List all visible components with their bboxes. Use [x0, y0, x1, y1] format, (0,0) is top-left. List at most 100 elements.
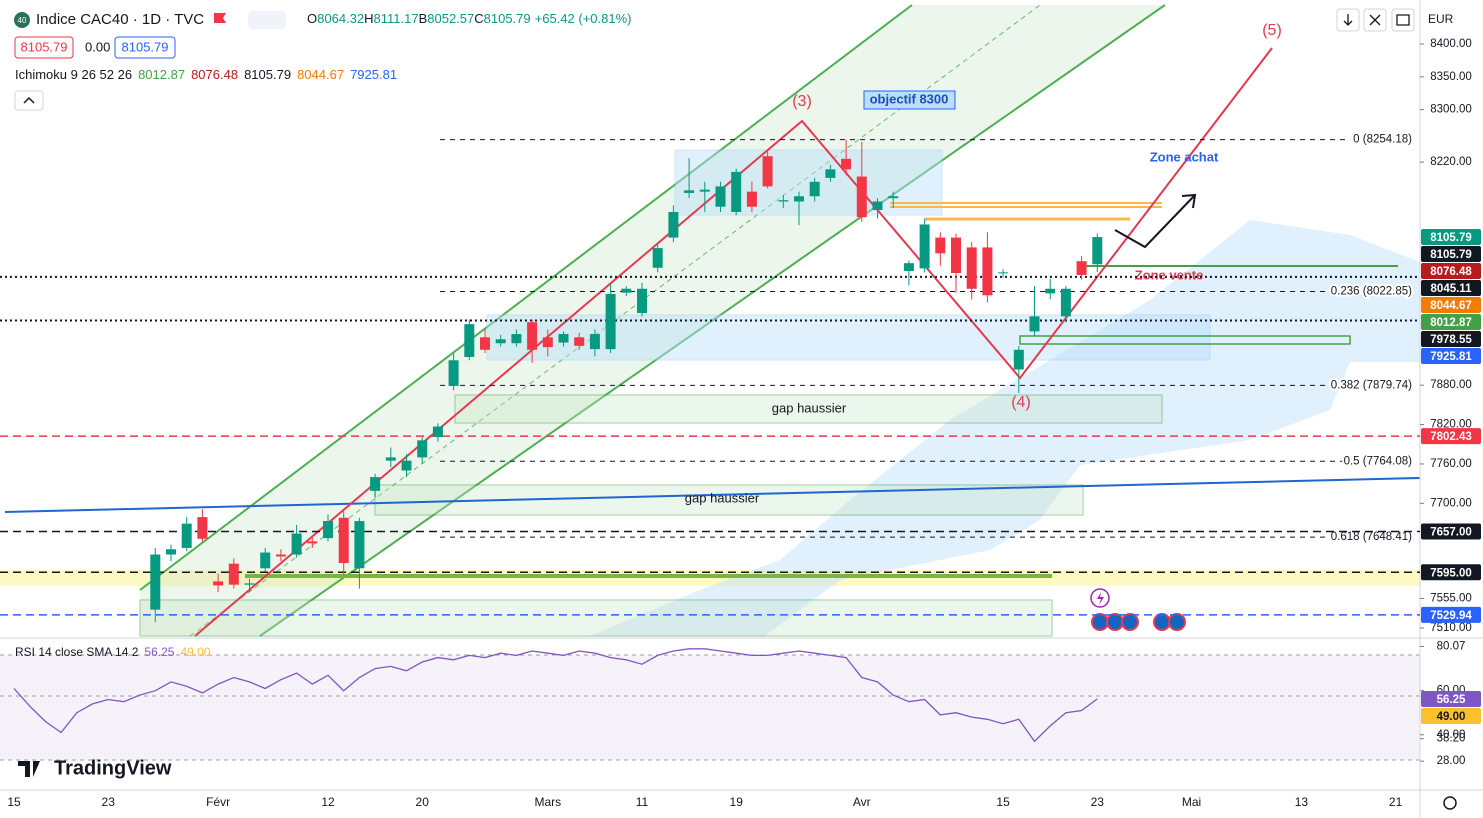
candle-body	[809, 181, 820, 197]
x-tick-label: 12	[321, 795, 335, 809]
ohlc-value: 8052.57	[427, 11, 474, 26]
wave-label: (4)	[1011, 394, 1031, 411]
maximize-button[interactable]	[1391, 8, 1415, 32]
symbol-title[interactable]: Indice CAC40 · 1D · TVC	[36, 11, 204, 28]
fib-label: 0 (8254.18)	[1353, 134, 1412, 146]
price-label: 8105.79	[1430, 249, 1472, 261]
fib-label: 0.618 (7648.41)	[1331, 531, 1412, 543]
candle-body	[307, 541, 318, 544]
candle-body	[166, 549, 176, 555]
collapse-button[interactable]	[14, 90, 44, 111]
candle-body	[197, 517, 208, 539]
flag-icon[interactable]	[214, 13, 226, 23]
bid-price: 8105.79	[21, 39, 68, 54]
candle-body	[935, 237, 946, 254]
price-label: 7595.00	[1430, 567, 1472, 579]
candle-body	[637, 288, 647, 314]
y-tick-label: 7820.00	[1430, 419, 1472, 431]
y-tick-label: 8220.00	[1430, 156, 1472, 168]
wave-label: (5)	[1262, 22, 1282, 39]
candle-body	[731, 171, 742, 212]
ichimoku-cloud	[590, 220, 1420, 636]
rsi-line	[13, 648, 1098, 743]
candle-body	[699, 189, 710, 192]
rsi-legend: RSI 14 close SMA 14 2 56.25 49.00	[15, 645, 211, 659]
candle-body	[856, 176, 867, 218]
candle-body	[668, 211, 679, 238]
ohlc-value: 8105.79	[484, 11, 531, 26]
candle-body	[715, 186, 726, 207]
price-label-box	[1421, 331, 1481, 348]
candle-body	[181, 523, 192, 548]
candle-body	[605, 294, 616, 350]
candle-body	[558, 334, 569, 343]
dividend-icons[interactable]	[1091, 613, 1186, 631]
candle-body	[1092, 237, 1103, 265]
ask-box[interactable]	[114, 36, 176, 59]
ichimoku-value: 7925.81	[350, 67, 397, 82]
candle-body	[841, 158, 852, 170]
x-tick-label: 11	[636, 795, 649, 809]
x-tick-label: 13	[1295, 795, 1309, 809]
settings-icon[interactable]	[1443, 796, 1457, 810]
candle-body	[275, 554, 286, 557]
candle-body	[589, 334, 600, 350]
channel-fill	[140, 5, 1165, 636]
price-label: 8045.11	[1431, 283, 1473, 295]
bid-box[interactable]	[14, 36, 74, 59]
price-label-box	[1421, 606, 1481, 623]
watermark: TradingView	[54, 757, 172, 779]
candle-body	[684, 190, 695, 193]
ichimoku-value: 8105.79	[244, 67, 291, 82]
price-label-box	[1421, 564, 1481, 581]
candle-body	[370, 477, 381, 491]
price-label-box	[1421, 314, 1481, 331]
candle-body	[1076, 261, 1087, 275]
candle-body	[746, 191, 757, 207]
candle-body	[432, 426, 443, 438]
y-tick-label: 8300.00	[1430, 104, 1472, 116]
ohlc-values: O8064.32H8111.17B8052.57C8105.79 +65.42 (…	[307, 11, 632, 26]
candle-body	[872, 201, 883, 211]
ichimoku-value: 8076.48	[191, 67, 238, 82]
candle-body	[1013, 349, 1024, 370]
rsi-title: RSI 14 close SMA 14 2	[15, 645, 139, 659]
candle-body	[778, 200, 789, 202]
price-label: 7802.43	[1430, 431, 1472, 443]
compare-button[interactable]	[248, 11, 286, 29]
candle-body	[762, 156, 773, 187]
candle-body	[903, 263, 914, 272]
price-label-box	[1421, 246, 1481, 263]
candle-body	[385, 457, 396, 461]
currency[interactable]: EUR	[1428, 12, 1454, 26]
x-tick-label: 15	[7, 795, 21, 809]
fib-label: 0.382 (7879.74)	[1331, 379, 1412, 391]
candle-body	[542, 337, 553, 348]
support-box	[1019, 335, 1351, 345]
x-tick-label: 23	[1091, 795, 1105, 809]
candle-body	[511, 334, 522, 344]
wave-line	[194, 47, 1273, 637]
price-label: 7529.94	[1430, 610, 1472, 622]
ohlc-key: B	[419, 11, 428, 26]
candle-body	[480, 337, 490, 350]
rsi-band	[0, 655, 1420, 760]
price-label: 7978.55	[1430, 334, 1472, 346]
rsi-tick-label: 80.07	[1437, 640, 1466, 652]
x-tick-label: 15	[996, 795, 1010, 809]
price-label-box	[1421, 229, 1481, 246]
rsi-sma-label: 49.00	[1437, 711, 1466, 723]
y-tick-label: 7555.00	[1430, 593, 1472, 605]
target-box	[863, 90, 956, 110]
x-tick-label: 19	[730, 795, 744, 809]
candle-body	[794, 196, 804, 202]
ohlc-value: 8064.32	[317, 11, 364, 26]
ohlc-value: +65.42 (+0.81%)	[535, 11, 632, 26]
candle-body	[401, 460, 412, 471]
rsi-tick-label: 38.20	[1437, 733, 1466, 745]
ohlc-key: C	[474, 11, 483, 26]
button-icons	[1343, 14, 1410, 26]
gap-box	[454, 394, 1163, 424]
buy-zone-label: Zone achat	[1150, 149, 1219, 164]
